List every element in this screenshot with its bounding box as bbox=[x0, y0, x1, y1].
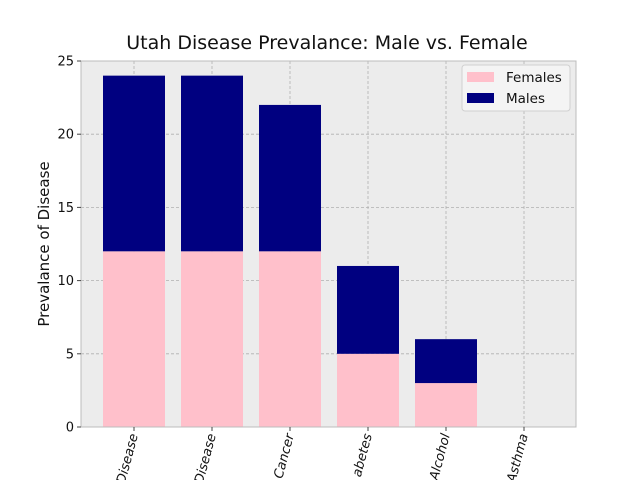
bar-males-1 bbox=[181, 75, 243, 252]
y-tick-label: 5 bbox=[66, 347, 74, 362]
y-tick-label: 0 bbox=[66, 421, 74, 436]
y-tick-label: 20 bbox=[57, 128, 74, 143]
bar-females-4 bbox=[415, 383, 477, 427]
y-tick-label: 25 bbox=[57, 55, 74, 70]
y-tick-label: 10 bbox=[57, 274, 74, 289]
legend: Females Males bbox=[461, 64, 571, 112]
bars bbox=[103, 75, 477, 427]
y-axis-label: Prevalance of Disease bbox=[35, 161, 53, 326]
x-tick-label: Asthma bbox=[504, 432, 532, 480]
y-axis-ticks: 0 5 10 15 20 25 bbox=[57, 55, 81, 436]
chart-title: Utah Disease Prevalance: Male vs. Female bbox=[126, 32, 527, 54]
x-tick-label: abetes bbox=[350, 432, 376, 479]
bar-females-1 bbox=[181, 251, 243, 427]
y-tick-label: 15 bbox=[57, 201, 74, 216]
legend-label-females: Females bbox=[506, 70, 562, 86]
x-tick-label: Disease bbox=[114, 432, 142, 480]
x-tick-label: Disease bbox=[192, 432, 220, 480]
bar-males-2 bbox=[259, 104, 321, 252]
bar-males-3 bbox=[337, 265, 399, 354]
x-tick-label: Cancer bbox=[272, 431, 299, 480]
plot-frame bbox=[80, 60, 577, 428]
legend-swatch-females bbox=[467, 72, 494, 82]
x-axis-ticks: Disease Disease Cancer abetes Alcohol Asthma bbox=[114, 427, 532, 480]
legend-label-males: Males bbox=[506, 91, 545, 107]
bar-females-2 bbox=[259, 251, 321, 427]
legend-swatch-males bbox=[467, 93, 494, 103]
bar-males-4 bbox=[415, 339, 477, 384]
bar-females-0 bbox=[103, 251, 165, 427]
x-tick-label: Alcohol bbox=[427, 432, 454, 480]
bar-males-0 bbox=[103, 75, 165, 252]
bar-females-3 bbox=[337, 353, 399, 427]
